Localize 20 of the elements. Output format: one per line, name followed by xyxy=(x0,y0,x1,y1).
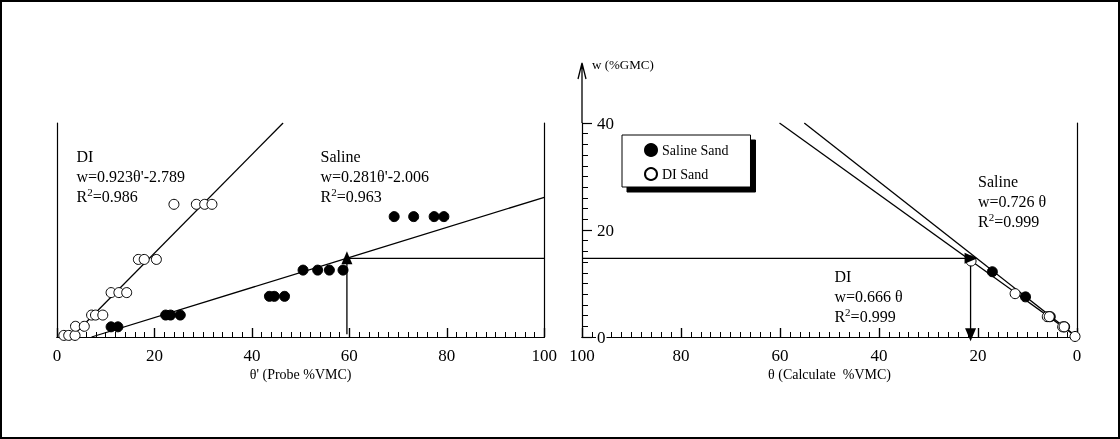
legend-label: DI Sand xyxy=(662,166,709,182)
x-tick-label: 20 xyxy=(969,346,987,365)
x-tick-label: 40 xyxy=(243,346,261,365)
x-tick-label: 80 xyxy=(438,346,456,365)
x-tick-label: 60 xyxy=(340,346,358,365)
x-tick-label: 80 xyxy=(672,346,690,365)
x-axis-title: θ' (Probe %VMC) xyxy=(249,366,352,383)
y-axis-title: w (%GMC) xyxy=(592,57,654,72)
x-tick-label: 100 xyxy=(569,346,595,365)
x-axis-title: θ (Calculate %VMC) xyxy=(768,366,892,383)
x-tick-label: 0 xyxy=(52,346,62,365)
x-tick-label: 40 xyxy=(870,346,888,365)
y-tick-label: 40 xyxy=(597,113,614,133)
legend-label: Saline Sand xyxy=(662,142,729,158)
x-tick-label: 0 xyxy=(1072,346,1082,365)
x-tick-label: 20 xyxy=(145,346,163,365)
y-tick-label: 0 xyxy=(597,327,606,347)
x-tick-label: 60 xyxy=(771,346,789,365)
y-tick-label: 20 xyxy=(597,220,614,240)
x-tick-label: 100 xyxy=(531,346,557,365)
